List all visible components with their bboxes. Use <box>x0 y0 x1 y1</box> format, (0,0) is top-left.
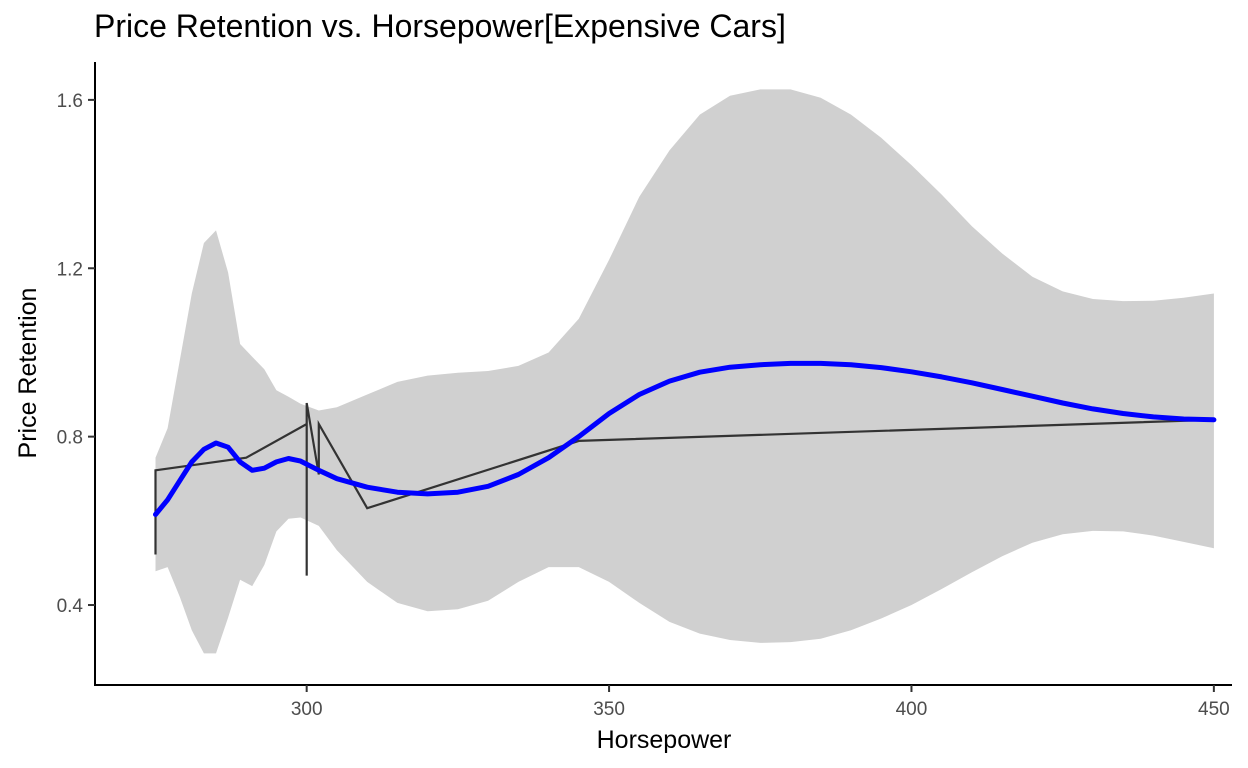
confidence-band <box>155 89 1214 654</box>
x-axis-title: Horsepower <box>597 726 732 754</box>
raw-data-line <box>154 402 1214 576</box>
y-axis-ticks: 0.4 0.8 1.2 1.6 <box>57 91 95 617</box>
smooth-trend-line <box>153 360 1217 517</box>
y-tick-label: 0.4 <box>57 596 84 617</box>
x-tick-label: 400 <box>896 699 928 720</box>
x-tick-label: 350 <box>593 699 625 720</box>
axes <box>94 62 1232 686</box>
y-axis-title: Price Retention <box>14 288 42 459</box>
y-tick-label: 1.6 <box>57 91 83 112</box>
x-tick-label: 300 <box>291 699 323 720</box>
chart-title: Price Retention vs. Horsepower[Expensive… <box>94 8 786 44</box>
x-tick-label: 450 <box>1198 699 1230 720</box>
y-tick-label: 1.2 <box>57 259 83 280</box>
y-tick-label: 0.8 <box>57 428 83 449</box>
x-axis-ticks: 300 350 400 450 <box>291 685 1230 720</box>
